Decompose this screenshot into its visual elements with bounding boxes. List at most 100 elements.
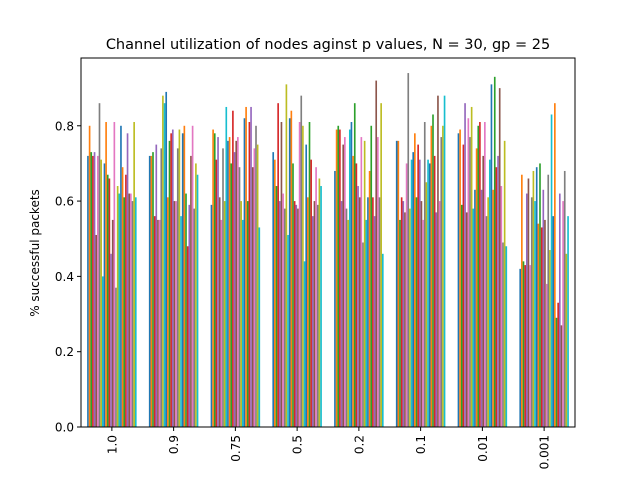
bar-0.75-2 <box>212 129 214 428</box>
bar-0.5-17 <box>298 122 301 427</box>
bar-0.2-3 <box>337 125 340 427</box>
bar-0.5-5 <box>278 201 281 427</box>
bar-0.75-28 <box>255 125 257 427</box>
bar-0.2-15 <box>357 186 359 427</box>
bar-0.75-30 <box>258 227 261 427</box>
bar-1.0-12 <box>105 122 107 427</box>
bar-0.1-27 <box>438 201 441 427</box>
bar-0.001-11 <box>535 167 538 427</box>
bar-0.2-9 <box>347 219 349 427</box>
bar-0.001-22 <box>554 103 556 428</box>
bar-0.001-14 <box>540 227 543 427</box>
bar-0.001-17 <box>545 283 548 427</box>
bar-0.001-21 <box>552 216 555 427</box>
bar-0.5-30 <box>320 186 322 427</box>
bar-0.5-20 <box>303 261 306 427</box>
bar-0.9-21 <box>181 133 184 427</box>
bar-0.75-3 <box>213 133 216 427</box>
bar-0.01-27 <box>500 186 503 427</box>
bar-1.0-17 <box>113 122 116 427</box>
bar-0.2-14 <box>355 163 358 427</box>
bar-0.01-30 <box>505 246 508 427</box>
bar-0.9-6 <box>157 219 159 427</box>
bar-0.9-24 <box>186 246 189 427</box>
bar-1.0-11 <box>103 163 106 427</box>
bar-0.75-1 <box>210 204 213 427</box>
bar-0.1-28 <box>440 137 443 427</box>
bar-0.2-8 <box>345 208 348 427</box>
bar-0.9-5 <box>155 144 158 427</box>
bar-1.0-2 <box>88 125 91 427</box>
bar-0.1-7 <box>405 163 408 427</box>
bar-0.9-8 <box>160 148 163 427</box>
bar-0.75-26 <box>251 167 254 427</box>
bar-1.0-6 <box>95 234 98 427</box>
bar-0.75-11 <box>227 140 229 427</box>
bar-0.1-17 <box>422 219 424 427</box>
bar-0.9-22 <box>183 125 186 427</box>
bar-0.2-1 <box>334 170 336 427</box>
y-tick-label: 0.2 <box>55 345 74 359</box>
bar-0.75-22 <box>245 106 247 427</box>
bar-0.9-4 <box>153 216 156 427</box>
bar-0.1-23 <box>432 114 434 427</box>
bar-0.2-21 <box>367 197 369 427</box>
bar-0.75-19 <box>240 201 242 427</box>
bar-0.9-15 <box>171 129 174 428</box>
bar-1.0-21 <box>120 125 122 427</box>
bar-0.2-17 <box>360 137 363 427</box>
bar-1.0-18 <box>115 287 117 427</box>
bar-1.0-22 <box>121 167 124 427</box>
x-tick-label: 0.5 <box>291 435 305 454</box>
bar-0.1-16 <box>420 201 423 427</box>
bar-0.01-4 <box>462 144 465 427</box>
bar-1.0-19 <box>116 186 119 427</box>
bar-0.1-10 <box>410 159 413 427</box>
bar-0.2-28 <box>378 197 381 427</box>
bar-0.01-2 <box>459 129 461 428</box>
bar-1.0-20 <box>118 193 121 427</box>
bar-0.001-3 <box>522 261 525 427</box>
bar-0.2-10 <box>348 129 351 428</box>
bar-0.1-20 <box>427 159 429 427</box>
bar-0.001-30 <box>567 216 569 427</box>
bar-0.75-5 <box>217 137 219 427</box>
bar-0.75-10 <box>225 106 228 427</box>
bar-0.9-16 <box>173 201 176 427</box>
bar-0.2-11 <box>350 122 353 427</box>
bar-0.5-27 <box>315 167 317 427</box>
bar-0.9-17 <box>175 201 177 427</box>
bar-0.1-9 <box>409 208 411 427</box>
y-axis: 0.0 0.2 0.4 0.6 0.8 <box>55 119 81 435</box>
bar-0.2-5 <box>340 201 343 427</box>
bar-0.75-18 <box>238 167 241 427</box>
bar-0.1-25 <box>435 212 438 427</box>
y-tick-label: 0.4 <box>55 270 74 284</box>
x-tick-label: 0.1 <box>414 435 428 454</box>
bar-0.01-9 <box>470 106 473 427</box>
bar-0.1-2 <box>397 140 400 427</box>
bar-0.001-25 <box>558 193 561 427</box>
bar-0.5-6 <box>280 122 283 427</box>
y-tick-label: 0.0 <box>55 421 74 435</box>
bar-0.9-29 <box>195 163 197 427</box>
bar-0.75-17 <box>237 137 239 427</box>
bar-0.5-1 <box>272 152 275 427</box>
bar-0.5-26 <box>313 201 316 427</box>
bar-0.2-23 <box>370 125 373 427</box>
x-tick-label: 0.75 <box>229 435 243 462</box>
bar-0.2-24 <box>372 197 374 427</box>
bar-0.75-14 <box>232 110 234 428</box>
bar-0.2-25 <box>373 216 376 427</box>
bar-0.2-18 <box>362 242 364 427</box>
bar-0.5-21 <box>305 144 308 427</box>
bar-1.0-10 <box>101 276 104 427</box>
bar-0.001-1 <box>519 268 522 427</box>
bar-0.001-6 <box>527 178 530 427</box>
bar-0.01-12 <box>475 148 478 427</box>
x-tick-label: 0.9 <box>167 435 181 454</box>
bar-0.1-13 <box>415 197 418 427</box>
bar-1.0-24 <box>125 174 127 427</box>
bar-0.75-29 <box>256 144 259 427</box>
bar-0.75-15 <box>233 152 236 427</box>
